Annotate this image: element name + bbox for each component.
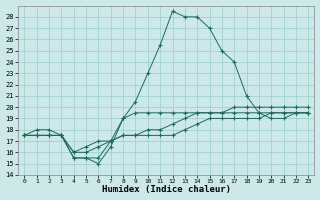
X-axis label: Humidex (Indice chaleur): Humidex (Indice chaleur) [102, 185, 231, 194]
